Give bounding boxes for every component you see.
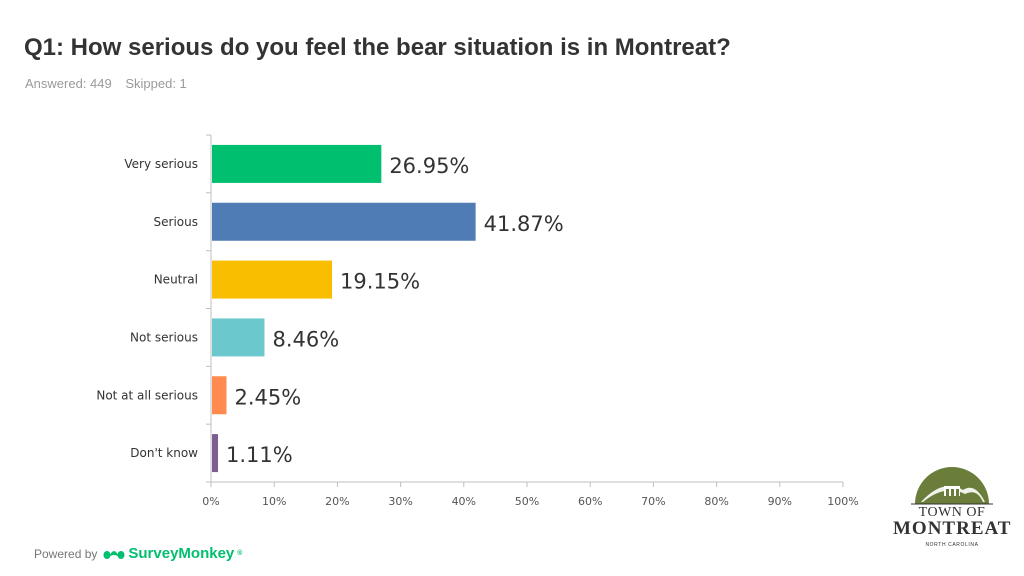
powered-by-footer: Powered by SurveyMonkey ® <box>34 545 242 562</box>
town-logo: TOWN OF MONTREAT NORTH CAROLINA <box>893 460 1011 555</box>
category-label: Don't know <box>130 446 198 460</box>
x-tick-label: 10% <box>262 495 286 508</box>
x-tick-label: 70% <box>641 495 665 508</box>
data-label: 19.15% <box>340 270 420 294</box>
logo-town-of: TOWN OF <box>918 505 986 520</box>
logo-montreat: MONTREAT <box>893 518 1012 539</box>
x-tick-label: 90% <box>768 495 792 508</box>
category-label: Not serious <box>130 330 198 344</box>
x-tick-label: 80% <box>704 495 728 508</box>
x-tick-label: 60% <box>578 495 602 508</box>
bar <box>212 376 227 415</box>
category-label: Neutral <box>154 273 198 287</box>
bar <box>212 260 333 299</box>
brand-registered-mark: ® <box>237 550 243 557</box>
category-label: Very serious <box>124 157 198 171</box>
x-tick-label: 30% <box>388 495 412 508</box>
mountain-emblem-icon <box>911 467 993 505</box>
data-label: 26.95% <box>389 154 469 178</box>
page-title: Q1: How serious do you feel the bear sit… <box>24 34 731 61</box>
response-summary: Answered: 449 Skipped: 1 <box>25 76 187 91</box>
category-label: Not at all serious <box>96 388 198 402</box>
surveymonkey-brand[interactable]: SurveyMonkey ® <box>103 545 242 562</box>
answered-count: Answered: 449 <box>25 76 112 91</box>
x-tick-label: 20% <box>325 495 349 508</box>
data-label: 2.45% <box>234 385 301 409</box>
data-label: 8.46% <box>272 327 339 351</box>
bar <box>212 318 265 357</box>
x-tick-label: 50% <box>515 495 539 508</box>
x-tick-label: 40% <box>452 495 476 508</box>
data-label: 1.11% <box>226 443 293 467</box>
bar <box>212 144 382 183</box>
x-tick-label: 100% <box>827 495 858 508</box>
bar <box>212 434 219 473</box>
logo-north-carolina: NORTH CAROLINA <box>925 542 979 548</box>
data-label: 41.87% <box>484 212 564 236</box>
x-tick-label: 0% <box>202 495 219 508</box>
bar <box>212 202 476 241</box>
brand-name: SurveyMonkey <box>128 545 235 562</box>
category-label: Serious <box>154 215 198 229</box>
powered-by-label: Powered by <box>34 546 98 561</box>
skipped-count: Skipped: 1 <box>125 76 187 91</box>
surveymonkey-logo-icon <box>103 550 125 559</box>
